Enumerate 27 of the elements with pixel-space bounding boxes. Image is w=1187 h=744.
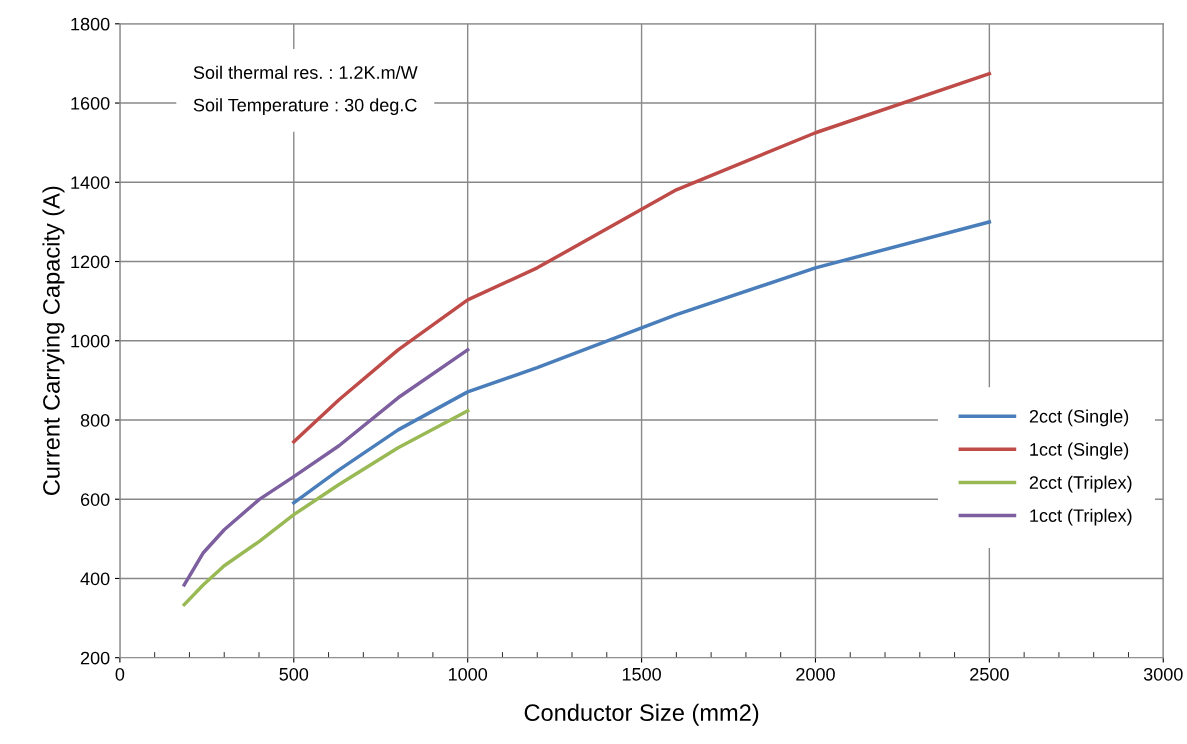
y-tick-label: 1000: [71, 334, 110, 348]
legend-label: 2cct (Single): [1029, 409, 1129, 427]
x-tick-label: 2500: [970, 667, 1009, 681]
annotation: Soil thermal res. : 1.2K.m/W: [193, 65, 418, 79]
legend-label: 1cct (Triplex): [1030, 508, 1132, 526]
y-axis-title: Current Carrying Capacity (A): [42, 186, 65, 496]
annotation: Soil Temperature : 30 deg.C: [193, 98, 417, 116]
x-tick-label: 1500: [622, 667, 661, 681]
line-series: [182, 409, 470, 607]
line-series: [182, 348, 470, 587]
y-tick-label: 1200: [71, 255, 110, 269]
y-tick-label: 600: [80, 493, 110, 506]
x-tick-label: 0: [115, 667, 125, 681]
legend-label: 2cct (Triplex): [1029, 475, 1132, 493]
y-tick-label: 200: [80, 651, 110, 665]
line-series: [292, 220, 992, 505]
x-tick-label: 1000: [448, 667, 488, 681]
y-tick-label: 1400: [71, 176, 110, 189]
legend-label: 1cct (Single): [1030, 442, 1129, 460]
x-tick-label: 3000: [1143, 667, 1183, 681]
y-tick-label: 400: [80, 572, 110, 586]
y-tick-label: 800: [80, 413, 110, 427]
y-tick-label: 1800: [71, 17, 110, 31]
x-tick-label: 500: [279, 667, 309, 681]
x-axis-title: Conductor Size (mm2): [524, 703, 759, 726]
x-tick-label: 2000: [796, 667, 835, 681]
y-tick-label: 1600: [71, 96, 110, 110]
